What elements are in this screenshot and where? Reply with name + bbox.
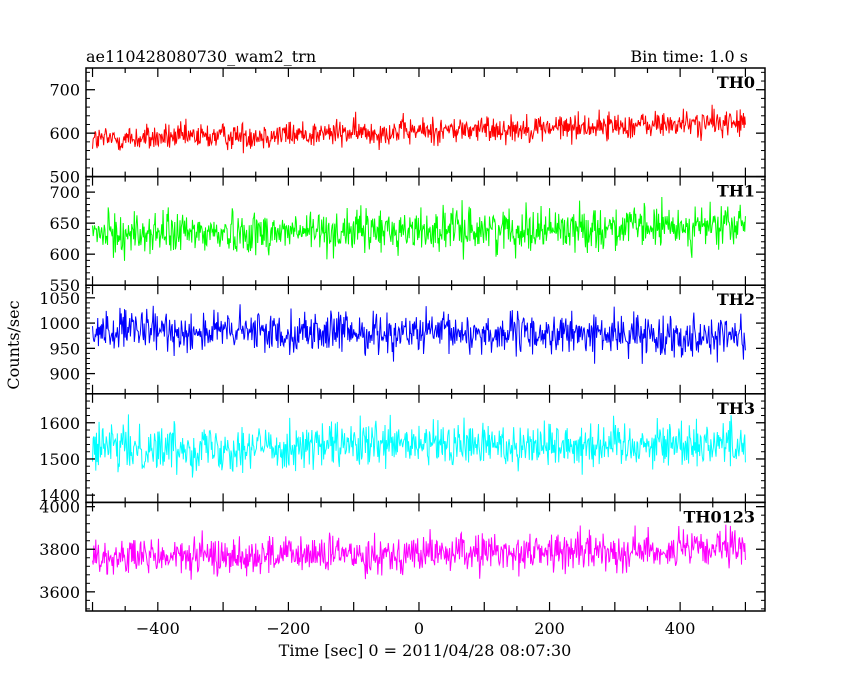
series-line-th3 xyxy=(92,414,746,478)
panel-frame xyxy=(85,501,766,612)
y-tick-label: 1600 xyxy=(39,414,80,433)
y-tick-label: 1050 xyxy=(39,289,80,308)
panel-th0: 500 600 700 TH0 xyxy=(49,67,766,187)
panel-label-th2: TH2 xyxy=(717,290,755,309)
y-tick-label: 3800 xyxy=(39,540,80,559)
y-tick-label: 700 xyxy=(49,81,80,100)
series-line-th2 xyxy=(92,304,746,364)
panel-label-th1: TH1 xyxy=(717,182,755,201)
bin-time-label: Bin time: 1.0 s xyxy=(630,47,748,66)
y-tick-label: 600 xyxy=(49,124,80,143)
panel-label-th0123: TH0123 xyxy=(683,507,755,526)
chart-title: ae110428080730_wam2_trn xyxy=(86,47,316,66)
x-tick-label: −400 xyxy=(136,619,180,638)
x-tick-label: −200 xyxy=(266,619,310,638)
y-tick-label: 1000 xyxy=(39,314,80,333)
series-line-th0123 xyxy=(92,524,746,580)
y-tick-label: 1500 xyxy=(39,450,80,469)
y-tick-label: 900 xyxy=(49,365,80,384)
panel-label-th0: TH0 xyxy=(717,73,755,92)
y-tick-label: 1400 xyxy=(39,486,80,505)
y-axis-label: Counts/sec xyxy=(4,300,23,389)
y-tick-label: 700 xyxy=(49,183,80,202)
y-tick-label: 3600 xyxy=(39,583,80,602)
panel-label-th3: TH3 xyxy=(717,399,755,418)
x-tick-label: 400 xyxy=(665,619,696,638)
x-tick-label: 0 xyxy=(414,619,424,638)
panel-th0123: 3600 3800 4000 TH0123 xyxy=(39,498,766,612)
panel-th3: 1400 1500 1600 TH3 xyxy=(39,393,766,505)
panel-th2: 900 950 1000 1050 TH2 xyxy=(39,284,766,395)
series-line-th0 xyxy=(92,104,746,154)
x-axis-label: Time [sec] 0 = 2011/04/28 08:07:30 xyxy=(279,641,572,660)
y-tick-label: 4000 xyxy=(39,498,80,517)
panels-group: 500 600 700 TH0 550 600 650 700 TH1 900 950 1000 105… xyxy=(39,67,766,638)
panel-th1: 550 600 650 700 TH1 xyxy=(49,175,766,295)
y-tick-label: 550 xyxy=(49,276,80,295)
x-tick-label: 200 xyxy=(534,619,565,638)
y-tick-label: 600 xyxy=(49,245,80,264)
series-line-th1 xyxy=(92,196,746,261)
y-tick-label: 650 xyxy=(49,214,80,233)
y-tick-label: 500 xyxy=(49,168,80,187)
y-tick-label: 950 xyxy=(49,339,80,358)
